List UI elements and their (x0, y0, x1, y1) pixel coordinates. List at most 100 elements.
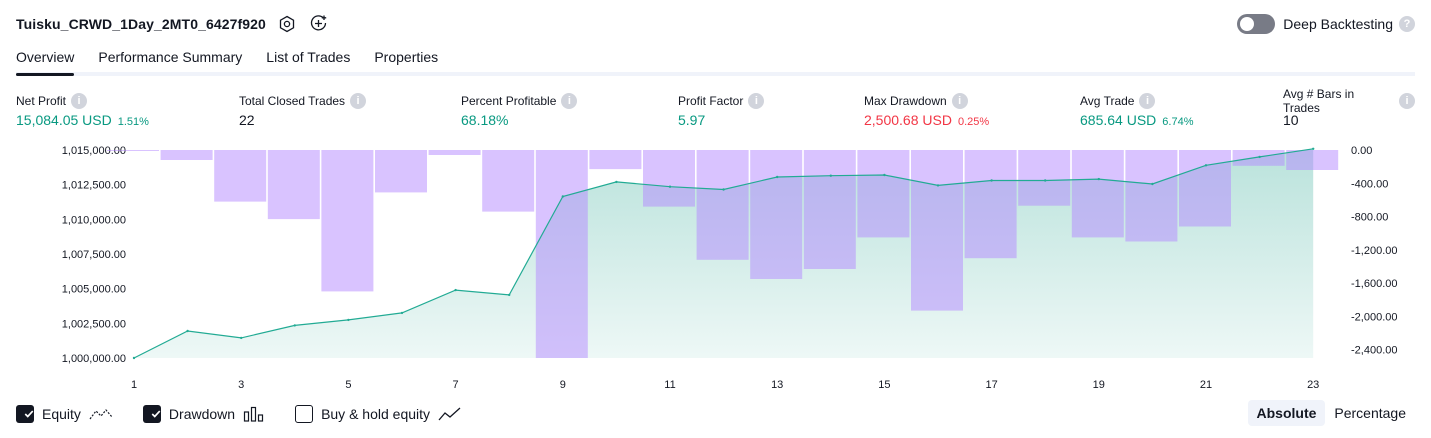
metric-label: Percent Profitable (461, 94, 557, 108)
equity-point[interactable] (615, 180, 618, 184)
metric-label: Max Drawdown (864, 94, 947, 108)
equity-point[interactable] (293, 324, 296, 327)
help-icon[interactable]: i (71, 93, 88, 109)
metric-value: 685.64 USD (1080, 112, 1157, 128)
drawdown-bar[interactable] (535, 150, 588, 358)
metric-value: 22 (239, 112, 255, 128)
legend-buy-hold[interactable]: Buy & hold equity (295, 405, 462, 423)
add-to-chart-icon[interactable] (308, 13, 330, 35)
y-left-tick-label: 1,010,000.00 (62, 214, 126, 226)
equity-point[interactable] (668, 185, 672, 188)
drawdown-bar[interactable] (911, 150, 963, 311)
equity-point[interactable] (829, 174, 832, 177)
equity-point[interactable] (776, 175, 779, 179)
equity-point[interactable] (722, 188, 725, 191)
metric-value: 5.97 (678, 112, 706, 128)
equity-point[interactable] (347, 318, 350, 322)
legend-equity[interactable]: Equity (16, 405, 113, 423)
metric-value: 15,084.05 USD (16, 112, 112, 128)
buy-hold-line-icon (438, 407, 461, 421)
y-left-tick-label: 1,002,500.00 (62, 318, 126, 330)
drawdown-bar[interactable] (482, 150, 535, 212)
drawdown-bar[interactable] (1232, 150, 1285, 166)
drawdown-bar[interactable] (107, 150, 159, 151)
y-right-tick-label: -2,000.00 (1351, 311, 1397, 323)
equity-point[interactable] (1204, 164, 1208, 167)
equity-checkbox[interactable] (16, 405, 34, 423)
equity-point[interactable] (936, 184, 940, 187)
equity-point[interactable] (883, 173, 886, 177)
equity-point[interactable] (1312, 147, 1315, 150)
equity-point[interactable] (561, 195, 564, 198)
metric-label: Profit Factor (678, 94, 744, 108)
x-tick-label: 7 (453, 379, 459, 391)
tab-performance-summary[interactable]: Performance Summary (98, 49, 243, 65)
equity-point[interactable] (454, 288, 457, 292)
deep-backtesting: Deep Backtesting ? (1237, 12, 1415, 36)
equity-point[interactable] (132, 356, 136, 360)
drawdown-bar[interactable] (1018, 150, 1071, 206)
deep-backtesting-toggle[interactable] (1237, 14, 1276, 34)
drawdown-checkbox[interactable] (142, 405, 161, 423)
equity-point[interactable] (400, 311, 404, 315)
equity-point[interactable] (1044, 179, 1047, 182)
drawdown-bar[interactable] (643, 150, 695, 207)
chart-svg[interactable]: 1,015,000.00 1,012,500.00 1,010,000.00 1,00… (0, 140, 1431, 395)
metric-avg-bars-in-trades: Avg # Bars in Trades i 10 (1283, 87, 1415, 128)
buy-hold-checkbox[interactable] (295, 405, 314, 423)
equity-line-icon (89, 409, 113, 420)
drawdown-bar[interactable] (803, 150, 856, 269)
report-tabs: Overview Performance Summary List of Tra… (16, 46, 1415, 76)
drawdown-bar[interactable] (857, 150, 910, 238)
equity-point[interactable] (1097, 177, 1101, 181)
metric-label: Net Profit (16, 94, 67, 108)
tab-list-of-trades[interactable]: List of Trades (266, 49, 351, 65)
drawdown-bar[interactable] (1125, 150, 1178, 242)
equity-point[interactable] (990, 179, 993, 182)
legend-label: Buy & hold equity (321, 406, 431, 422)
equity-point[interactable] (186, 329, 189, 333)
equity-point[interactable] (1151, 182, 1154, 186)
legend-drawdown[interactable]: Drawdown (142, 405, 265, 423)
help-icon[interactable]: i (1139, 93, 1156, 109)
x-tick-label: 1 (131, 379, 137, 391)
drawdown-bar[interactable] (321, 150, 374, 292)
help-icon[interactable]: ? (1399, 16, 1415, 32)
absolute-button[interactable]: Absolute (1247, 400, 1326, 426)
metric-value: 2,500.68 USD (864, 112, 952, 128)
drawdown-bar[interactable] (214, 150, 267, 202)
help-icon[interactable]: i (561, 93, 578, 109)
tab-overview[interactable]: Overview (16, 46, 75, 76)
metric-value: 68.18% (461, 112, 509, 128)
drawdown-bar[interactable] (1071, 150, 1124, 238)
drawdown-bar[interactable] (1179, 150, 1231, 227)
drawdown-bar[interactable] (267, 150, 320, 220)
help-icon[interactable]: i (1399, 93, 1415, 109)
help-icon[interactable]: i (350, 93, 367, 109)
drawdown-bar[interactable] (696, 150, 749, 260)
report-header: Tuisku_CRWD_1Day_2MT0_6427f920 (16, 12, 330, 36)
equity-point[interactable] (1258, 155, 1261, 159)
equity-point[interactable] (508, 293, 511, 297)
drawdown-bar[interactable] (428, 150, 481, 155)
drawdown-bar[interactable] (589, 150, 642, 170)
x-tick-label: 19 (1093, 379, 1105, 391)
tab-properties[interactable]: Properties (374, 49, 439, 65)
drawdown-bar[interactable] (964, 150, 1017, 259)
equity-line-group (132, 147, 1315, 360)
drawdown-bar[interactable] (375, 150, 427, 193)
metric-value: 10 (1283, 112, 1299, 128)
percentage-button[interactable]: Percentage (1334, 405, 1406, 421)
settings-icon[interactable] (276, 13, 298, 35)
strategy-title: Tuisku_CRWD_1Day_2MT0_6427f920 (16, 16, 266, 32)
drawdown-bar[interactable] (1286, 150, 1339, 170)
metric-label: Avg # Bars in Trades (1283, 87, 1355, 115)
legend-label: Drawdown (168, 406, 236, 422)
equity-drawdown-chart[interactable]: 1,015,000.00 1,012,500.00 1,010,000.00 1,00… (0, 140, 1431, 395)
drawdown-bar[interactable] (750, 150, 803, 279)
help-icon[interactable]: i (951, 93, 968, 109)
y-right-tick-label: -400.00 (1351, 178, 1388, 190)
help-icon[interactable]: i (748, 93, 765, 109)
drawdown-bar[interactable] (160, 150, 213, 160)
equity-point[interactable] (240, 336, 243, 340)
